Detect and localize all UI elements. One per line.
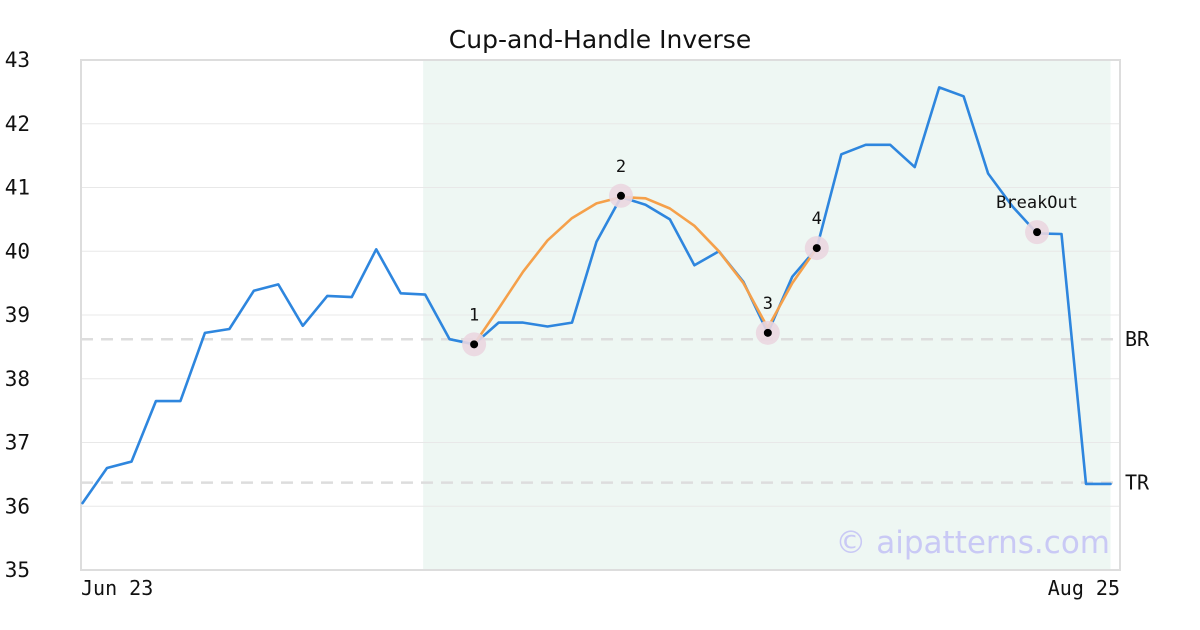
point-label: 2	[616, 157, 626, 177]
point-label: 3	[763, 294, 773, 314]
pattern-fit-line	[472, 195, 819, 346]
y-tick-label: 35	[5, 558, 30, 582]
marker-dot	[763, 328, 772, 337]
y-tick-label: 42	[5, 112, 30, 136]
y-tick-label: 43	[5, 48, 30, 72]
y-tick-label: 40	[5, 239, 30, 263]
point-label: 1	[469, 305, 479, 325]
reference-label-tr: TR	[1125, 471, 1150, 495]
y-tick-label: 36	[5, 494, 30, 518]
reference-line-layer: BR TR	[81, 327, 1150, 495]
y-tick-label: 37	[5, 431, 30, 455]
y-tick-label: 41	[5, 176, 30, 200]
point-label: BreakOut	[996, 193, 1078, 213]
x-tick-label: Jun 23	[81, 576, 153, 600]
watermark: © aipatterns.com	[835, 525, 1110, 561]
y-tick-label: 38	[5, 367, 30, 391]
y-axis-ticks: 35 36 37 38 39 40 41 42 43	[5, 48, 30, 582]
plot-frame	[80, 59, 1121, 571]
x-tick-label: Aug 25	[1048, 576, 1120, 600]
marker-dot	[812, 244, 821, 253]
grid-layer	[81, 59, 1120, 571]
marker-dot	[616, 191, 625, 200]
series-layer	[81, 86, 1112, 505]
annotation-marker-layer: 1 2 3 4 BreakOut	[462, 157, 1078, 357]
x-axis-ticks: Jun 23 Aug 25	[81, 576, 1120, 600]
marker-dot	[1033, 228, 1042, 237]
reference-label-br: BR	[1125, 327, 1150, 351]
price-series-line	[81, 86, 1112, 505]
point-label: 4	[812, 209, 822, 229]
chart-title: Cup-and-Handle Inverse	[449, 25, 751, 54]
y-tick-label: 39	[5, 303, 30, 327]
marker-dot	[470, 340, 479, 349]
